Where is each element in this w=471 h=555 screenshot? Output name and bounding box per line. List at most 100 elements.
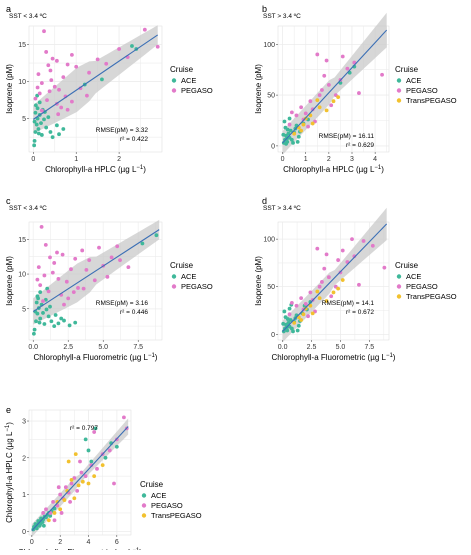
data-point-pegaso bbox=[340, 54, 345, 59]
data-point-pegaso bbox=[36, 265, 41, 270]
x-tick-label: 2.5 bbox=[63, 344, 73, 351]
data-point-ace bbox=[282, 309, 287, 314]
data-point-ace bbox=[296, 323, 301, 328]
data-point-pegaso bbox=[41, 299, 45, 304]
data-point-transpegaso bbox=[310, 311, 315, 316]
data-point-pegaso bbox=[308, 290, 313, 295]
data-point-pegaso bbox=[315, 246, 320, 251]
data-point-ace bbox=[154, 233, 159, 238]
data-point-transpegaso bbox=[331, 99, 336, 104]
data-point-transpegaso bbox=[308, 303, 313, 308]
data-point-ace bbox=[100, 77, 104, 82]
data-point-ace bbox=[48, 513, 53, 518]
data-point-pegaso bbox=[70, 53, 74, 57]
data-point-transpegaso bbox=[80, 479, 85, 484]
data-point-ace bbox=[285, 317, 290, 321]
stats-annotation: RMSE(pM) = 3.32 bbox=[96, 127, 149, 134]
legend-label-pegaso: PEGASO bbox=[181, 282, 213, 291]
legend-label-pegaso: PEGASO bbox=[151, 501, 183, 510]
data-point-ace bbox=[67, 323, 72, 328]
data-point-pegaso bbox=[54, 58, 59, 63]
legend-label-transpegaso: TransPEGASO bbox=[151, 511, 202, 520]
data-point-transpegaso bbox=[336, 95, 341, 100]
legend-key-pegaso bbox=[396, 88, 402, 93]
data-point-pegaso bbox=[329, 294, 334, 299]
data-point-pegaso bbox=[97, 245, 101, 250]
x-tick-label: 2 bbox=[327, 156, 331, 163]
data-point-transpegaso bbox=[301, 312, 306, 317]
y-axis-label: Isoprene (pM) bbox=[5, 64, 14, 114]
legend-key-transpegaso bbox=[141, 513, 147, 518]
data-point-ace bbox=[288, 128, 293, 133]
data-point-ace bbox=[37, 100, 42, 105]
data-point-pegaso bbox=[95, 57, 100, 62]
data-point-pegaso bbox=[69, 267, 73, 272]
data-point-pegaso bbox=[65, 107, 70, 112]
data-point-ace bbox=[43, 297, 48, 302]
data-point-pegaso bbox=[289, 300, 294, 305]
data-point-transpegaso bbox=[324, 299, 329, 303]
data-point-ace bbox=[59, 316, 64, 321]
y-tick-label: 15 bbox=[18, 42, 26, 49]
x-tick-label: 4 bbox=[373, 156, 377, 163]
data-point-transpegaso bbox=[69, 477, 74, 482]
data-point-ace bbox=[44, 307, 49, 312]
x-axis-label: Chlorophyll-a HPLC (µg L−1) bbox=[45, 165, 146, 174]
legend-key-pegaso bbox=[141, 503, 147, 508]
data-point-pegaso bbox=[73, 256, 78, 261]
x-tick-label: 2 bbox=[117, 156, 121, 163]
data-point-ace bbox=[287, 116, 292, 121]
y-tick-label: 10 bbox=[18, 79, 26, 86]
panel-subtitle: SST > 3.4 ºC bbox=[263, 205, 301, 212]
data-point-ace bbox=[282, 119, 287, 124]
data-point-ace bbox=[284, 141, 288, 146]
data-point-pegaso bbox=[317, 93, 322, 97]
data-point-ace bbox=[48, 304, 52, 309]
legend-label-pegaso: PEGASO bbox=[406, 282, 438, 291]
data-point-ace bbox=[46, 115, 51, 120]
y-tick-label: 100 bbox=[263, 237, 275, 244]
y-tick-label: 5 bbox=[22, 306, 26, 313]
y-tick-label: 1 bbox=[22, 492, 26, 499]
panel-subtitle: SST < 3.4 ºC bbox=[9, 205, 47, 212]
data-point-pegaso bbox=[329, 103, 334, 108]
data-point-pegaso bbox=[126, 265, 131, 270]
data-point-pegaso bbox=[50, 270, 55, 275]
y-tick-label: 2 bbox=[22, 455, 26, 462]
data-point-pegaso bbox=[56, 277, 61, 281]
data-point-ace bbox=[296, 134, 301, 139]
x-tick-label: 4 bbox=[87, 539, 91, 546]
stats-annotation: RMSE(pM) = 14.1 bbox=[322, 300, 375, 307]
data-point-ace bbox=[83, 437, 88, 442]
data-point-pegaso bbox=[33, 96, 38, 101]
data-point-pegaso bbox=[382, 265, 387, 270]
stats-annotation: r² = 0.446 bbox=[120, 309, 148, 316]
data-point-ace bbox=[52, 324, 57, 329]
legend-label-ace: ACE bbox=[181, 272, 196, 281]
data-point-pegaso bbox=[340, 248, 345, 253]
data-point-ace bbox=[32, 327, 37, 332]
data-point-pegaso bbox=[66, 296, 71, 301]
data-point-pegaso bbox=[287, 312, 292, 317]
y-tick-label: 3 bbox=[22, 419, 26, 426]
data-point-transpegaso bbox=[292, 320, 297, 325]
data-point-pegaso bbox=[63, 485, 68, 490]
x-tick-label: 5.0 bbox=[336, 344, 346, 351]
legend-label-ace: ACE bbox=[406, 272, 421, 281]
data-point-ace bbox=[48, 130, 53, 134]
data-point-pegaso bbox=[59, 511, 64, 515]
legend-label-ace: ACE bbox=[406, 76, 421, 85]
data-point-transpegaso bbox=[66, 459, 71, 464]
data-point-transpegaso bbox=[52, 511, 57, 515]
y-tick-label: 5 bbox=[22, 116, 26, 123]
panel-letter: d bbox=[262, 196, 267, 206]
data-point-transpegaso bbox=[315, 98, 320, 103]
panel-letter: c bbox=[6, 196, 11, 206]
data-point-transpegaso bbox=[299, 318, 304, 322]
data-point-pegaso bbox=[85, 93, 89, 98]
legend-key-transpegaso bbox=[396, 294, 402, 299]
